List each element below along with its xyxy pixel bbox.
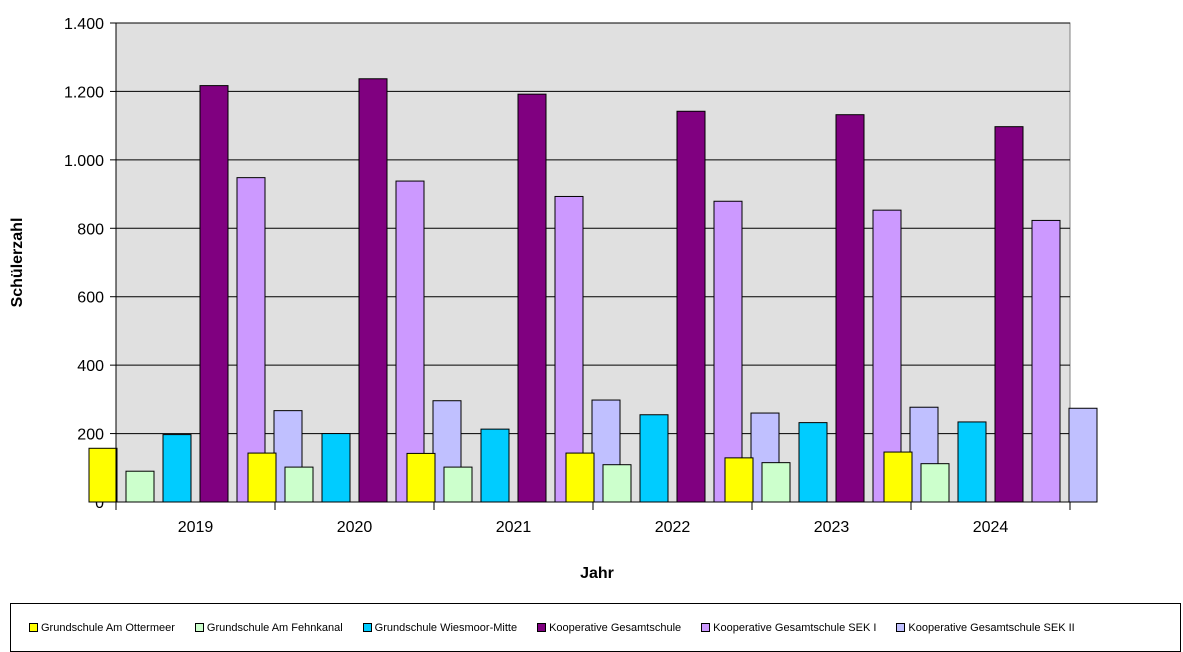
legend-swatch bbox=[896, 623, 906, 632]
bar bbox=[517, 93, 547, 503]
y-tick-label: 1.000 bbox=[64, 153, 104, 170]
bar bbox=[443, 466, 473, 503]
bar bbox=[236, 177, 266, 503]
legend-item: Grundschule Am Ottermeer bbox=[29, 622, 175, 634]
y-tick-label: 400 bbox=[77, 358, 104, 375]
legend-item: Kooperative Gesamtschule SEK I bbox=[701, 622, 876, 634]
bar bbox=[835, 114, 865, 503]
y-tick-label: 0 bbox=[95, 495, 104, 512]
bar bbox=[125, 470, 155, 503]
legend: Grundschule Am Ottermeer Grundschule Am F… bbox=[10, 603, 1181, 652]
x-tick-label: 2023 bbox=[814, 519, 850, 536]
legend-label: Kooperative Gesamtschule bbox=[549, 621, 682, 634]
legend-item: Grundschule Wiesmoor-Mitte bbox=[362, 621, 518, 634]
bar bbox=[713, 200, 743, 503]
legend-label: Grundschule Wiesmoor-Mitte bbox=[374, 621, 518, 634]
chart: 0 200 400 600 800 1.000 1.200 1.400 2019 2020 202… bbox=[9, 16, 1098, 582]
x-axis-label: Jahr bbox=[580, 565, 614, 582]
bar bbox=[676, 110, 706, 503]
bar bbox=[602, 464, 632, 503]
bar bbox=[480, 428, 510, 503]
legend-swatch bbox=[362, 623, 372, 632]
bar bbox=[395, 180, 425, 503]
bar bbox=[284, 466, 314, 503]
bar bbox=[994, 126, 1024, 503]
y-axis-label: Schülerzahl bbox=[9, 218, 26, 308]
y-tick-label: 800 bbox=[77, 221, 104, 238]
y-tick-label: 1.400 bbox=[64, 16, 104, 33]
y-axis-ticks: 0 200 400 600 800 1.000 1.200 1.400 bbox=[64, 16, 116, 512]
bar bbox=[957, 421, 987, 503]
legend-swatch bbox=[194, 623, 204, 632]
bar bbox=[554, 195, 584, 503]
x-tick-label: 2022 bbox=[655, 519, 691, 536]
bars bbox=[88, 78, 1098, 503]
legend-swatch bbox=[701, 623, 711, 632]
legend-label: Kooperative Gesamtschule SEK I bbox=[713, 621, 877, 634]
legend-swatch bbox=[537, 623, 547, 632]
bar bbox=[88, 447, 118, 503]
bar bbox=[724, 457, 754, 503]
legend-label: Grundschule Am Ottermeer bbox=[41, 621, 175, 634]
bar bbox=[406, 452, 436, 503]
bar bbox=[247, 452, 277, 503]
x-tick-label: 2024 bbox=[973, 519, 1009, 536]
y-tick-label: 1.200 bbox=[64, 84, 104, 101]
x-tick-label: 2021 bbox=[496, 519, 532, 536]
bar bbox=[199, 85, 229, 503]
x-tick-label: 2019 bbox=[178, 519, 214, 536]
legend-label: Grundschule Am Fehnkanal bbox=[206, 621, 343, 634]
legend-swatch bbox=[29, 623, 38, 632]
bar bbox=[162, 434, 192, 503]
legend-item: Kooperative Gesamtschule SEK II bbox=[896, 621, 1075, 634]
legend-label: Kooperative Gesamtschule SEK II bbox=[908, 621, 1075, 634]
x-tick-label: 2020 bbox=[337, 519, 373, 536]
bar bbox=[883, 451, 913, 503]
bar bbox=[920, 463, 950, 503]
bar bbox=[1031, 219, 1061, 503]
y-tick-label: 600 bbox=[77, 290, 104, 307]
bar bbox=[358, 78, 388, 503]
bar bbox=[639, 414, 669, 503]
x-axis-ticks: 2019 2020 2021 2022 2023 2024 bbox=[115, 502, 1071, 536]
bar bbox=[321, 433, 351, 503]
legend-item: Grundschule Am Fehnkanal bbox=[194, 621, 343, 634]
bar bbox=[1068, 407, 1098, 503]
bar bbox=[565, 452, 595, 503]
legend-item: Kooperative Gesamtschule bbox=[537, 622, 681, 634]
bar bbox=[761, 462, 791, 503]
bar bbox=[798, 422, 828, 503]
y-tick-label: 200 bbox=[77, 427, 104, 444]
